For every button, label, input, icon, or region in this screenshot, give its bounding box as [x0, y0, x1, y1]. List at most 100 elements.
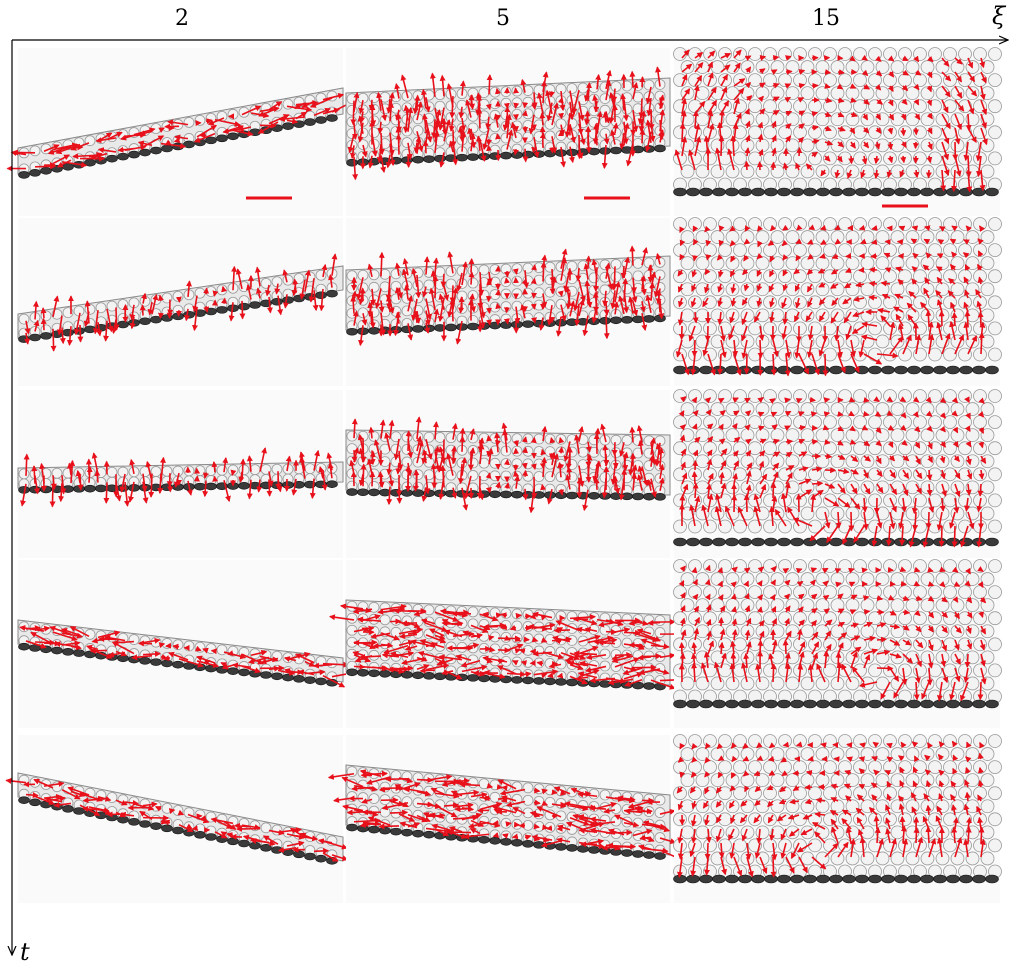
droplet-cell [673, 611, 687, 626]
droplet-cell [890, 825, 905, 840]
velocity-arrow [192, 295, 199, 313]
boundary-droplet [842, 187, 856, 197]
velocity-arrow [913, 566, 921, 573]
velocity-arrow [385, 776, 409, 783]
droplet-cell [216, 284, 228, 296]
droplet-cell [830, 402, 845, 416]
velocity-arrow [157, 294, 164, 302]
boundary-droplet [84, 325, 96, 334]
velocity-arrow [547, 672, 554, 679]
velocity-arrow [446, 645, 472, 652]
velocity-arrow [964, 653, 971, 668]
droplet-cell [815, 86, 830, 101]
droplet-cell [973, 585, 987, 599]
droplet-cell [898, 217, 912, 231]
boundary-droplet [533, 491, 545, 499]
droplet-cell [950, 86, 965, 101]
velocity-arrow [860, 238, 867, 245]
droplet-cell [943, 347, 957, 362]
boundary-droplet [868, 365, 882, 375]
droplet-cell [988, 637, 1002, 652]
panels-group [5, 47, 1002, 903]
droplet-cell [778, 243, 792, 258]
droplet-cell [500, 632, 512, 643]
droplet-cell [511, 108, 523, 120]
velocity-arrow [129, 458, 136, 475]
boundary-droplet [346, 158, 358, 167]
droplet-cell [703, 838, 717, 853]
velocity-arrow [331, 253, 338, 276]
velocity-arrow [59, 327, 66, 345]
droplet-cell [868, 243, 882, 258]
velocity-arrow [978, 331, 985, 355]
droplet-cell [748, 611, 762, 626]
droplet-cell [725, 598, 740, 613]
droplet-cell [800, 256, 815, 271]
boundary-droplet [434, 489, 446, 498]
boundary-droplet [985, 187, 999, 197]
droplet-cell [973, 734, 987, 748]
droplet-cell [898, 125, 912, 140]
droplet-cell [748, 321, 762, 336]
velocity-arrow [266, 479, 273, 497]
droplet-cell [853, 611, 867, 626]
droplet-cell [950, 624, 965, 639]
velocity-arrow [848, 567, 855, 574]
velocity-arrow [576, 477, 583, 490]
velocity-arrow [756, 755, 764, 761]
droplet-cell [346, 612, 358, 624]
droplet-cell [688, 295, 702, 310]
droplet-cell [673, 760, 687, 774]
velocity-arrow [977, 483, 984, 497]
velocity-arrow [413, 310, 420, 324]
droplet-cell [815, 676, 830, 691]
droplet-cell [755, 572, 770, 586]
velocity-arrow [468, 271, 475, 285]
droplet-cell [544, 130, 556, 142]
velocity-arrow [557, 290, 564, 297]
droplet-cell [763, 760, 777, 774]
droplet-cell [511, 620, 523, 632]
droplet-cell [445, 111, 457, 123]
droplet-cell [965, 428, 980, 443]
droplet-cell [988, 838, 1002, 853]
boundary-droplet [972, 874, 986, 884]
boundary-droplet [686, 699, 700, 709]
droplet-cell [920, 164, 935, 179]
droplet-cell [785, 825, 800, 840]
boundary-droplet [18, 796, 30, 804]
boundary-droplet [920, 874, 934, 884]
boundary-droplet [907, 365, 921, 375]
boundary-droplet [610, 492, 622, 500]
droplet-cell [883, 217, 897, 231]
droplet-cell [920, 650, 935, 665]
boundary-droplet [933, 537, 947, 547]
droplet-cell [838, 99, 852, 114]
boundary-droplet [751, 365, 765, 375]
boundary-droplet [357, 668, 369, 677]
boundary-droplet [216, 306, 228, 314]
velocity-arrow [811, 480, 824, 487]
droplet-cell [988, 611, 1002, 626]
droplet-cell [150, 123, 162, 134]
velocity-arrow [521, 278, 528, 285]
droplet-cell [194, 115, 206, 126]
velocity-arrow [549, 437, 556, 444]
droplet-cell [710, 164, 725, 179]
droplet-cell [860, 308, 875, 323]
boundary-droplet [577, 845, 589, 853]
droplet-cell [770, 747, 785, 761]
velocity-arrow [186, 280, 193, 297]
droplet-cell [950, 747, 965, 761]
boundary-droplet [161, 144, 173, 153]
velocity-arrow [128, 481, 135, 503]
velocity-arrow [221, 285, 227, 293]
velocity-arrow [50, 328, 57, 352]
boundary-droplet [946, 537, 960, 547]
panel-0-4 [5, 735, 349, 903]
droplet-cell [610, 258, 622, 270]
velocity-arrow [168, 808, 176, 814]
droplet-cell [845, 256, 860, 271]
boundary-droplet [894, 699, 908, 709]
boundary-droplet [725, 699, 739, 709]
